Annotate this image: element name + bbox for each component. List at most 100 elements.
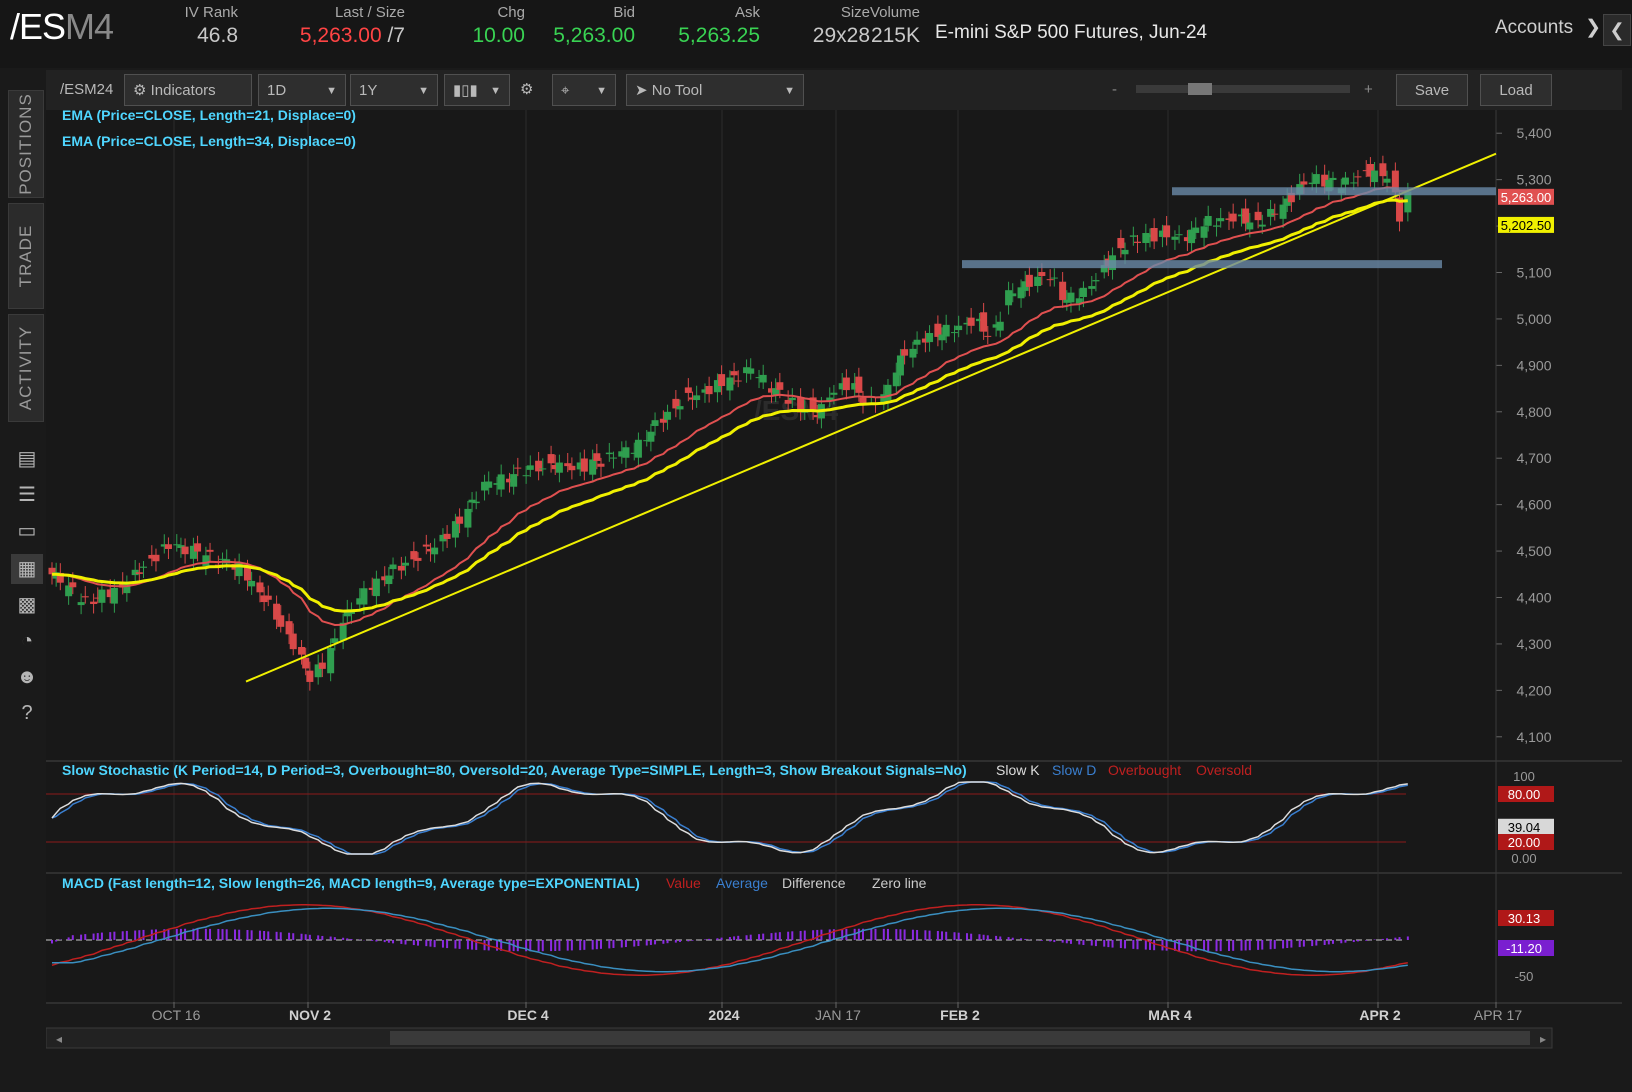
candle-body — [896, 355, 904, 376]
left-sidebar: POSITIONS TRADE ACTIVITY ▤ ☰ ▭ ▦ ▩ ◔ ☻ ? — [0, 88, 46, 1092]
people-icon[interactable]: ☻ — [16, 666, 38, 688]
scrollbar-thumb[interactable] — [390, 1031, 1530, 1045]
candle-body — [181, 546, 189, 555]
indicators-button[interactable]: ⚙ Indicators — [124, 74, 252, 106]
candle-body — [1034, 276, 1042, 287]
candle-body — [273, 603, 281, 620]
quote-value: 5,263.00 /7 — [299, 24, 405, 47]
macd-axis-label: -50 — [1515, 969, 1534, 984]
study-label: EMA (Price=CLOSE, Length=21, Displace=0) — [62, 110, 356, 123]
tab-trade[interactable]: TRADE — [8, 203, 44, 309]
macd-tag — [1498, 910, 1554, 926]
candle-body — [119, 582, 127, 588]
candle-body — [426, 549, 434, 552]
candle-body — [634, 439, 642, 458]
candle-body — [260, 595, 268, 603]
ema-34-line — [51, 198, 1408, 613]
candle-body — [1183, 237, 1191, 242]
candle-body — [684, 387, 692, 393]
grid-icon[interactable]: ▩ — [17, 594, 37, 616]
tab-activity[interactable]: ACTIVITY — [8, 314, 44, 422]
x-tick-label: 2024 — [708, 1007, 739, 1023]
price-tag-label: 5,202.50 — [1501, 218, 1552, 233]
aggregation-select[interactable]: 1D ▼ — [258, 74, 346, 106]
timeframe-select[interactable]: 1Y ▼ — [350, 74, 438, 106]
candle-body — [1271, 213, 1279, 215]
candle-body — [1246, 222, 1254, 230]
save-button[interactable]: Save — [1396, 74, 1468, 106]
stochastic-label: Slow Stochastic (K Period=14, D Period=3… — [62, 762, 967, 778]
chart-settings-icon[interactable]: ⚙ — [520, 81, 534, 98]
candle-body — [402, 562, 410, 566]
candle-body — [385, 575, 393, 585]
help-icon[interactable]: ? — [21, 702, 33, 724]
zoom-out-button[interactable]: - — [1112, 81, 1117, 98]
candle-body — [131, 569, 139, 576]
quote-value: 10.00 — [472, 24, 525, 47]
drawing-select[interactable]: ⌖ ▼ — [552, 74, 616, 106]
candle-body — [647, 431, 655, 442]
quote-size: Size 29x28 — [780, 4, 870, 48]
stochastic-legend-item: Slow K — [996, 762, 1040, 778]
candle-body — [389, 564, 397, 570]
monitor-icon[interactable]: ▤ — [17, 448, 37, 470]
stochastic-legend-item: Oversold — [1196, 762, 1252, 778]
candle-body — [605, 452, 613, 455]
tool-select[interactable]: ➤ No Tool ▼ — [626, 74, 804, 106]
candle-body — [1321, 174, 1329, 187]
quote-value: 46.8 — [197, 24, 238, 47]
macd-axis-label: -11.20 — [1506, 941, 1542, 956]
candle-body — [967, 317, 975, 326]
chart-icon[interactable]: ▦ — [11, 554, 43, 584]
candle-body — [921, 338, 929, 343]
candle-body — [1050, 277, 1058, 279]
candle-body — [851, 383, 859, 390]
candle-body — [160, 544, 168, 547]
candle-body — [1088, 286, 1096, 289]
chevron-down-icon: ▼ — [596, 85, 607, 97]
candle-body — [514, 467, 522, 469]
candle-body — [984, 335, 992, 337]
chart-style-select[interactable]: ▮▯▮ ▼ — [444, 74, 510, 106]
zoom-handle[interactable] — [1188, 83, 1212, 95]
candle-body — [1308, 182, 1316, 185]
candle-body — [1046, 279, 1054, 281]
candle-body — [1092, 280, 1100, 282]
candle-body — [1121, 249, 1129, 255]
quote-label: Bid — [613, 4, 635, 21]
candle-body — [1079, 287, 1087, 297]
gauge-icon[interactable]: ◔ — [20, 630, 34, 652]
symbol-title[interactable]: /ESM4 — [10, 6, 114, 47]
zoom-in-button[interactable]: + — [1364, 81, 1373, 98]
candle-body — [397, 565, 405, 571]
candle-body — [1100, 265, 1108, 273]
tv-icon[interactable]: ▭ — [17, 520, 37, 542]
candle-body — [1267, 208, 1275, 217]
accounts-menu[interactable]: Accounts ❯ — [1495, 17, 1602, 38]
candle-body — [472, 501, 480, 504]
candle-body — [1009, 293, 1017, 297]
candle-body — [913, 339, 921, 345]
candle-body — [651, 420, 659, 426]
candle-body — [555, 462, 563, 473]
candle-body — [1325, 179, 1333, 192]
collapse-panel-icon[interactable]: ❮ — [1603, 14, 1631, 46]
tab-positions[interactable]: POSITIONS — [8, 90, 44, 198]
candle-body — [106, 589, 114, 598]
quote-value: 5,263.25 — [678, 24, 760, 47]
stochastic-legend-item: Slow D — [1052, 762, 1096, 778]
zoom-slider[interactable] — [1136, 85, 1350, 93]
candle-body — [422, 544, 430, 547]
candle-body — [219, 558, 227, 560]
candle-body — [1254, 211, 1262, 221]
price-chart[interactable]: 5,4005,3005,2005,1005,0004,9004,8004,700… — [46, 110, 1622, 1092]
y-tick-label: 5,400 — [1516, 125, 1551, 141]
load-button[interactable]: Load — [1480, 74, 1552, 106]
y-tick-label: 4,600 — [1516, 497, 1551, 513]
chevron-down-icon: ▼ — [326, 85, 337, 97]
candle-body — [1354, 176, 1362, 178]
list-icon[interactable]: ☰ — [18, 484, 36, 506]
candle-body — [664, 411, 672, 420]
candle-body — [568, 465, 576, 471]
candle-body — [98, 589, 106, 603]
